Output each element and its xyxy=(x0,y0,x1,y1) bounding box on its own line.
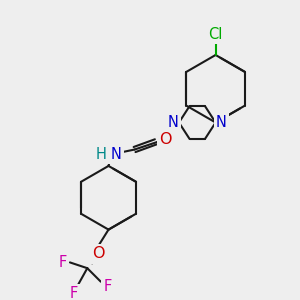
Text: Cl: Cl xyxy=(208,27,223,42)
Text: N: N xyxy=(168,115,178,130)
Text: O: O xyxy=(93,246,105,261)
Text: F: F xyxy=(70,286,78,300)
Text: F: F xyxy=(59,255,67,270)
Text: N: N xyxy=(216,115,227,130)
Text: F: F xyxy=(103,279,112,294)
Text: H: H xyxy=(96,147,106,162)
Text: N: N xyxy=(110,147,121,162)
Text: O: O xyxy=(159,132,172,147)
